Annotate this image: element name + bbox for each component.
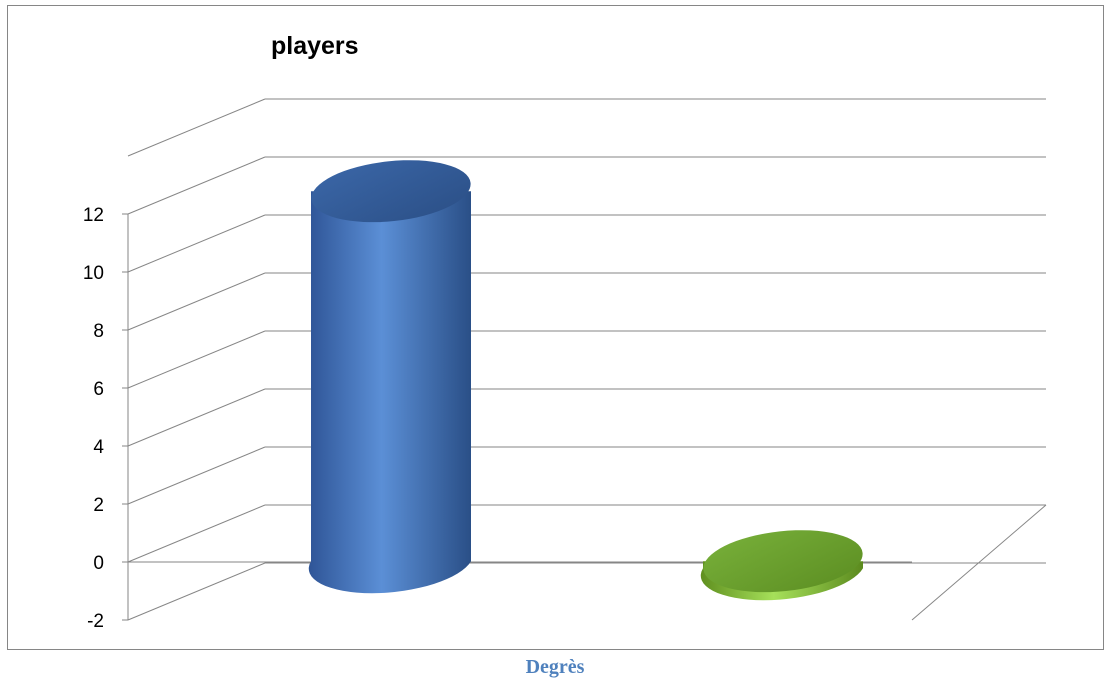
gridline-side	[127, 504, 266, 563]
figure-caption: Degrès	[525, 656, 585, 678]
bar-top	[703, 530, 863, 593]
y-tick-label: 2	[93, 495, 104, 516]
y-tick-label: 6	[93, 379, 104, 400]
gridline-side	[127, 330, 266, 389]
bars	[308, 160, 863, 601]
y-tick-label: 12	[83, 205, 104, 226]
gridline-side	[127, 156, 266, 215]
gridline-side	[127, 98, 266, 157]
bar-1	[700, 530, 863, 601]
bar-top	[311, 160, 471, 223]
floor-right-edge	[911, 504, 1047, 621]
gridline-side	[127, 562, 266, 621]
bar-0	[308, 160, 471, 594]
chart-title: players	[271, 32, 359, 60]
chart-area: 12 10 8 6 4 2 0 -2 players	[7, 5, 1104, 650]
y-tick-label: 10	[83, 263, 104, 284]
tick-labels: 12 10 8 6 4 2 0 -2	[83, 205, 105, 632]
gridlines	[127, 98, 1046, 621]
bar-body	[308, 191, 471, 594]
gridline-side	[127, 388, 266, 447]
gridline-side	[127, 446, 266, 505]
gridline-side	[127, 214, 266, 273]
chart-plot: 12 10 8 6 4 2 0 -2 players	[83, 32, 1047, 632]
y-tick-label: 0	[93, 553, 104, 574]
y-tick-label: -2	[87, 611, 104, 632]
y-tick-label: 8	[93, 321, 104, 342]
gridline-side	[127, 272, 266, 331]
y-tick-label: 4	[93, 437, 104, 458]
